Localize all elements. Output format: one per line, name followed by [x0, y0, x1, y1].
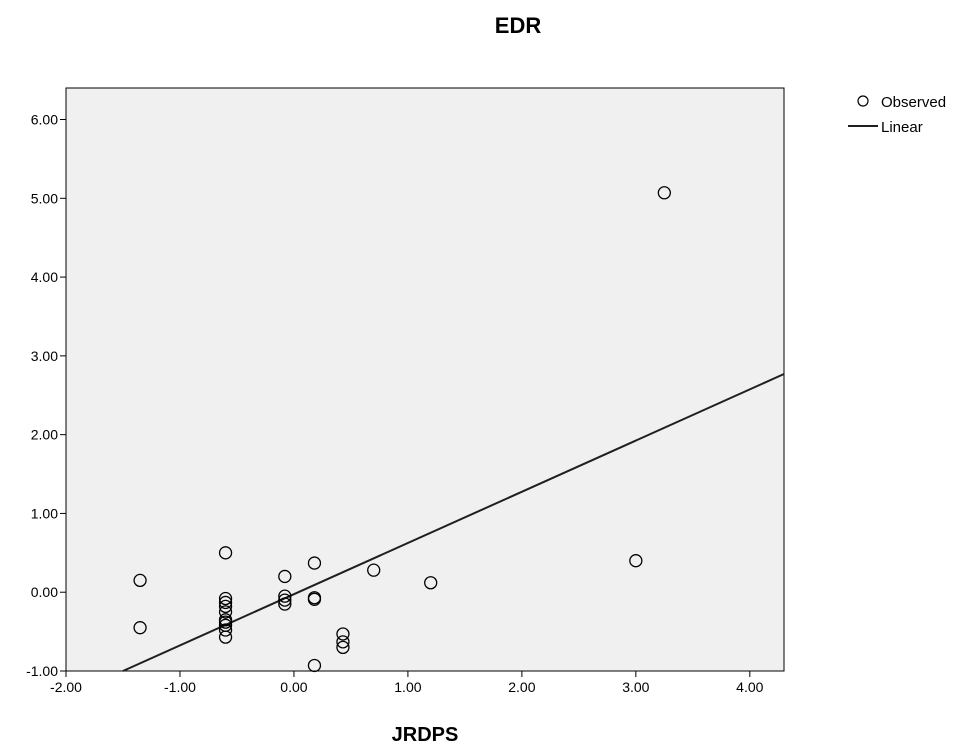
x-tick-label: -1.00: [164, 679, 196, 695]
x-tick-label: 2.00: [508, 679, 535, 695]
observed-point: [307, 556, 322, 570]
legend-linear-label: Linear: [881, 119, 923, 136]
y-tick-label: 1.00: [31, 505, 58, 521]
observed-point: [218, 630, 233, 644]
observed-point: [218, 615, 233, 629]
linear-fit-line: [122, 373, 785, 672]
x-tick-label: 0.00: [280, 679, 307, 695]
chart-title: EDR: [495, 13, 542, 38]
observed-point: [133, 621, 147, 635]
y-axis: -1.00 0.00 1.00 2.00 3.00 4.00 5.00 6.00: [26, 112, 66, 679]
observed-point: [336, 627, 350, 641]
observed-point: [278, 569, 292, 584]
y-tick-label: 5.00: [31, 190, 58, 206]
observed-point: [218, 605, 233, 619]
observed-point: [218, 591, 233, 606]
y-tick-label: 3.00: [31, 348, 58, 364]
y-tick-label: -1.00: [26, 663, 58, 679]
x-tick-label: 4.00: [736, 679, 763, 695]
y-tick-label: 4.00: [31, 269, 58, 285]
observed-point: [336, 640, 350, 655]
plot-area: [65, 87, 785, 672]
y-tick-label: 2.00: [31, 427, 58, 443]
observed-point: [278, 593, 292, 607]
x-tick-label: 1.00: [394, 679, 421, 695]
observed-points: [133, 186, 671, 673]
legend-observed-label: Observed: [881, 94, 946, 111]
observed-point: [657, 186, 671, 200]
x-tick-label: -2.00: [50, 679, 82, 695]
observed-point: [218, 623, 233, 637]
observed-point: [218, 599, 233, 614]
legend: Observed Linear: [848, 94, 946, 136]
observed-point: [307, 592, 322, 606]
observed-point: [218, 546, 233, 560]
observed-point: [278, 597, 292, 611]
observed-point: [133, 573, 147, 588]
observed-point: [278, 589, 292, 603]
y-tick-label: 0.00: [31, 584, 58, 600]
observed-point: [218, 595, 233, 610]
x-axis: -2.00 -1.00 0.00 1.00 2.00 3.00 4.00: [50, 671, 764, 695]
observed-point: [307, 658, 322, 673]
observed-point: [367, 563, 381, 577]
observed-point: [424, 576, 438, 590]
observed-point: [336, 635, 350, 649]
x-tick-label: 3.00: [622, 679, 649, 695]
y-tick-label: 6.00: [31, 112, 58, 128]
observed-point: [629, 554, 643, 568]
linear-fit-path: [122, 373, 785, 672]
legend-observed-marker: [857, 95, 869, 107]
x-axis-label: JRDPS: [392, 724, 459, 746]
